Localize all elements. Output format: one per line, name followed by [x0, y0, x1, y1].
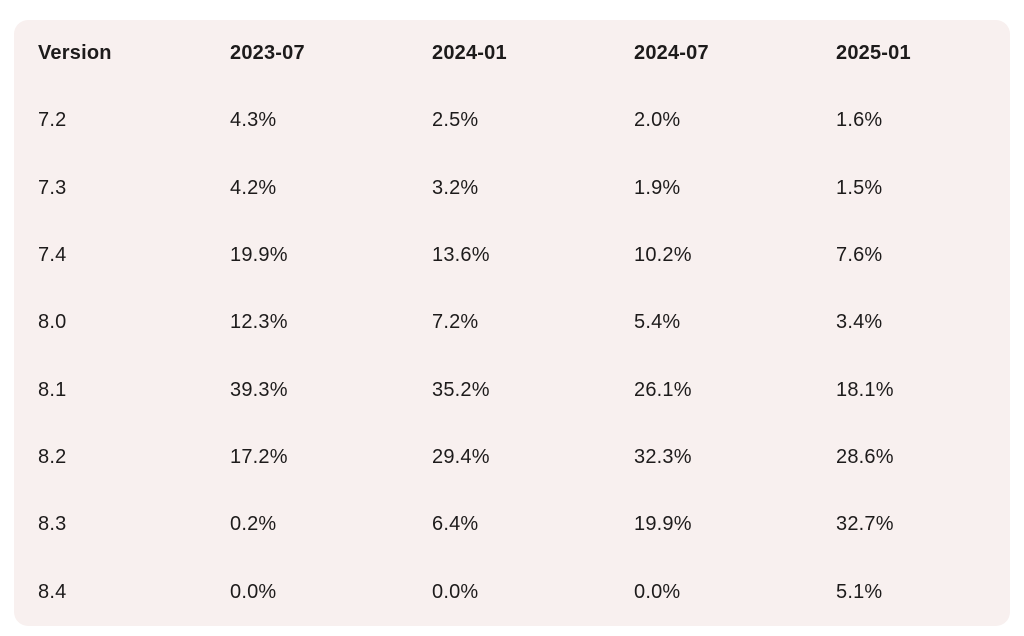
share-cell: 35.2% [432, 378, 490, 401]
version-cell: 8.1 [38, 378, 67, 401]
share-cell: 28.6% [836, 446, 894, 469]
share-cell: 5.4% [634, 311, 681, 334]
share-cell: 32.7% [836, 513, 894, 536]
share-cell: 39.3% [230, 378, 288, 401]
column-header-2023-07: 2023-07 [230, 42, 305, 64]
version-share-table: Version 2023-07 2024-01 2024-07 2025-01 … [38, 20, 986, 626]
share-cell: 3.2% [432, 176, 479, 199]
version-cell: 7.4 [38, 243, 67, 266]
share-cell: 32.3% [634, 446, 692, 469]
version-cell: 7.2 [38, 109, 67, 132]
table-row: 8.0 12.3% 7.2% 5.4% 3.4% [38, 289, 986, 356]
share-cell: 5.1% [836, 580, 883, 603]
share-cell: 1.5% [836, 176, 883, 199]
share-cell: 2.5% [432, 109, 479, 132]
column-header-2024-01: 2024-01 [432, 42, 507, 64]
share-cell: 19.9% [634, 513, 692, 536]
share-cell: 4.3% [230, 109, 277, 132]
table-row: 7.2 4.3% 2.5% 2.0% 1.6% [38, 87, 986, 154]
share-cell: 29.4% [432, 446, 490, 469]
share-cell: 0.0% [634, 580, 681, 603]
table-row: 7.4 19.9% 13.6% 10.2% 7.6% [38, 222, 986, 289]
table-row: 8.3 0.2% 6.4% 19.9% 32.7% [38, 491, 986, 558]
table-row: 7.3 4.2% 3.2% 1.9% 1.5% [38, 154, 986, 221]
table-row: 8.1 39.3% 35.2% 26.1% 18.1% [38, 357, 986, 424]
version-cell: 8.0 [38, 311, 67, 334]
share-cell: 19.9% [230, 243, 288, 266]
share-cell: 0.0% [432, 580, 479, 603]
share-cell: 7.2% [432, 311, 479, 334]
table-row: 8.4 0.0% 0.0% 0.0% 5.1% [38, 559, 986, 626]
share-cell: 13.6% [432, 243, 490, 266]
share-cell: 12.3% [230, 311, 288, 334]
column-header-version: Version [38, 42, 112, 64]
share-cell: 1.9% [634, 176, 681, 199]
column-header-2025-01: 2025-01 [836, 42, 911, 64]
version-cell: 8.3 [38, 513, 67, 536]
share-cell: 0.0% [230, 580, 277, 603]
share-cell: 3.4% [836, 311, 883, 334]
share-cell: 7.6% [836, 243, 883, 266]
share-cell: 2.0% [634, 109, 681, 132]
share-cell: 17.2% [230, 446, 288, 469]
share-cell: 1.6% [836, 109, 883, 132]
version-cell: 8.2 [38, 446, 67, 469]
share-cell: 6.4% [432, 513, 479, 536]
version-cell: 7.3 [38, 176, 67, 199]
share-cell: 26.1% [634, 378, 692, 401]
share-cell: 0.2% [230, 513, 277, 536]
version-share-table-card: Version 2023-07 2024-01 2024-07 2025-01 … [14, 20, 1010, 626]
table-header-row: Version 2023-07 2024-01 2024-07 2025-01 [38, 20, 986, 87]
share-cell: 18.1% [836, 378, 894, 401]
share-cell: 4.2% [230, 176, 277, 199]
table-row: 8.2 17.2% 29.4% 32.3% 28.6% [38, 424, 986, 491]
share-cell: 10.2% [634, 243, 692, 266]
column-header-2024-07: 2024-07 [634, 42, 709, 64]
version-cell: 8.4 [38, 580, 67, 603]
